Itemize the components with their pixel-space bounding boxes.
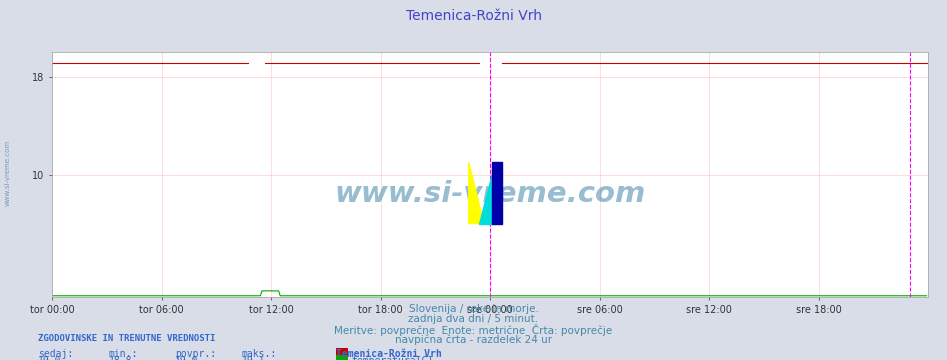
Text: maks.:: maks.: [241,349,277,359]
Text: Meritve: povprečne  Enote: metrične  Črta: povprečje: Meritve: povprečne Enote: metrične Črta:… [334,324,613,336]
Text: Temenica-Rožni Vrh: Temenica-Rožni Vrh [336,349,442,359]
Text: Temenica-Rožni Vrh: Temenica-Rožni Vrh [405,9,542,23]
Text: povpr.:: povpr.: [175,349,216,359]
Text: navpična črta - razdelek 24 ur: navpična črta - razdelek 24 ur [395,334,552,345]
Polygon shape [491,162,502,224]
Text: Slovenija / reke in morje.: Slovenija / reke in morje. [408,304,539,314]
Text: zadnja dva dni / 5 minut.: zadnja dva dni / 5 minut. [408,314,539,324]
Polygon shape [479,162,494,224]
Text: ZGODOVINSKE IN TRENUTNE VREDNOSTI: ZGODOVINSKE IN TRENUTNE VREDNOSTI [38,334,215,343]
Text: 18.8: 18.8 [109,356,133,360]
Text: 19.0: 19.0 [38,356,62,360]
Text: sedaj:: sedaj: [38,349,73,359]
Polygon shape [469,162,484,224]
Text: www.si-vreme.com: www.si-vreme.com [334,180,646,208]
Text: www.si-vreme.com: www.si-vreme.com [5,140,10,206]
Text: min.:: min.: [109,349,138,359]
Text: temperatura[C]: temperatura[C] [351,356,434,360]
Text: 19.0: 19.0 [175,356,199,360]
Text: 19.1: 19.1 [241,356,265,360]
